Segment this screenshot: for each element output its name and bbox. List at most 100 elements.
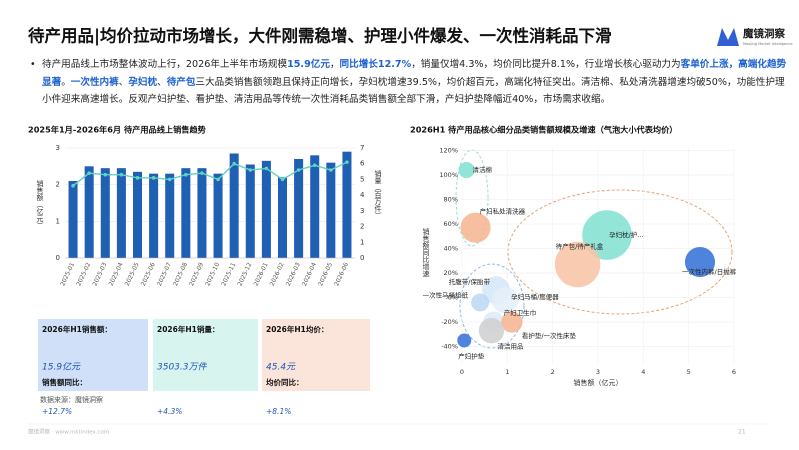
chart-title: 2025年1月-2026年6月 待产用品线上销售趋势 <box>28 125 207 135</box>
bar <box>310 155 320 258</box>
bar <box>342 151 352 258</box>
x-tick-label: 2025-11 <box>220 261 237 287</box>
bubble-label: 产妇卫生巾 <box>504 308 537 317</box>
bubble-label: 孕妇马桶/度便器 <box>511 292 559 301</box>
summary-highlight: 15.9亿元 <box>287 59 330 70</box>
kpi-change-label: 销售额同比： <box>42 377 87 387</box>
summary-highlight: 客单价上涨，高端化趋势显著 <box>42 59 787 88</box>
bubble-label: 看护垫/一次性床垫 <box>522 331 577 340</box>
y-tick-label: 0 <box>56 254 60 262</box>
x-tick-label: 2025-07 <box>156 261 173 287</box>
summary-highlight: 孕妇枕 <box>128 76 158 88</box>
kpi-value: 15.9亿元 <box>42 362 81 373</box>
kpi-card <box>153 319 258 391</box>
y2-tick-label: 0 <box>360 254 364 262</box>
line-point <box>264 166 269 171</box>
line-point <box>345 160 349 164</box>
bar <box>294 159 304 258</box>
line-point <box>216 177 220 182</box>
data-source: 数据来源：魔镜洞察 <box>40 395 103 404</box>
x-tick-label: 2026-04 <box>301 261 318 287</box>
line-point <box>248 168 253 172</box>
bubble-label: 托腹带/保胎带 <box>449 277 491 286</box>
x-tick-label: 4 <box>641 368 645 376</box>
bubble <box>582 210 632 260</box>
summary-text: 、 <box>118 76 129 88</box>
bubble-label: 一次性内裤/日抛裤 <box>682 267 737 276</box>
line-point <box>87 171 91 175</box>
y-tick-label: 120% <box>439 146 458 154</box>
y-axis-label: 销售额同比增速 <box>422 227 430 278</box>
footer-site: 魔镜洞察 · www.mktindex.com <box>28 428 109 436</box>
bar <box>149 173 159 258</box>
y2-tick-label: 4 <box>360 191 365 199</box>
line-point <box>312 163 317 168</box>
line-point <box>296 168 301 172</box>
bubble <box>478 317 505 344</box>
bubble-label: 清洁用品 <box>497 342 523 351</box>
line-point <box>329 168 333 172</box>
bubble-label: 产妇私处清洗器 <box>480 207 526 216</box>
kpi-change: +4.3% <box>157 407 182 416</box>
bar <box>165 173 175 258</box>
x-tick-label: 2025-10 <box>204 261 221 287</box>
y-tick-label: 80% <box>444 195 458 203</box>
x-tick-label: 2025-06 <box>140 261 157 287</box>
bar <box>245 164 255 258</box>
bar <box>84 166 94 258</box>
x-tick-label: 2025-08 <box>172 261 189 287</box>
x-tick-label: 2025-05 <box>124 261 141 287</box>
y-tick-label: 60% <box>444 220 458 228</box>
y-tick-label: 3 <box>56 144 60 152</box>
summary-text: 、 <box>157 76 167 88</box>
bar <box>213 173 223 258</box>
y-tick-label: 100% <box>439 171 458 179</box>
kpi-value: 3503.3万件 <box>157 362 207 373</box>
summary-highlight: 一次性内裤 <box>70 76 119 88</box>
kpi-title: 2026年H1销量： <box>157 324 219 334</box>
logo-subtitle: Moojing Market Intelligence <box>743 42 793 46</box>
y2-tick-label: 2 <box>360 223 364 231</box>
y-tick-label: 40% <box>444 245 458 253</box>
kpi-title: 2026年H1均价： <box>266 324 328 334</box>
summary-text: ， <box>329 59 340 70</box>
y-tick-label: -20% <box>441 318 458 326</box>
logo-icon <box>717 28 739 46</box>
y-tick-label: -40% <box>441 343 458 351</box>
bubble <box>491 286 519 314</box>
summary-text: 待产用品线上市场整体波动上行，2026年上半年市场规模 <box>42 59 288 70</box>
x-tick-label: 2025-04 <box>108 261 125 287</box>
bar <box>116 168 126 258</box>
bar <box>261 160 271 258</box>
highlight-ellipse <box>459 263 525 349</box>
x-tick-label: 2026-03 <box>285 261 302 287</box>
bar <box>326 162 336 258</box>
summary-text: ，销量仅增4.3%，均价同比提升8.1%，行业增长核心驱动力为 <box>411 59 681 70</box>
x-tick-label: 2026-06 <box>333 261 350 287</box>
y-axis-label: 销售额（亿元） <box>36 179 44 229</box>
bubble <box>471 293 490 312</box>
bar <box>100 168 110 258</box>
y-tick-label: 1 <box>56 217 60 225</box>
line-point <box>135 176 140 180</box>
bubble-label: 待产包/待产礼盒 <box>556 241 604 250</box>
bar <box>277 177 288 258</box>
x-tick-label: 2026-02 <box>269 261 286 287</box>
line-point <box>119 172 124 177</box>
kpi-card <box>262 319 370 391</box>
y2-tick-label: 3 <box>360 207 364 215</box>
page-number: 21 <box>738 429 746 436</box>
kpi-change: +8.1% <box>266 407 291 416</box>
y2-tick-label: 1 <box>360 238 364 246</box>
line <box>72 161 348 187</box>
kpi-title: 2026年H1销售额： <box>42 324 112 334</box>
x-tick-label: 6 <box>732 368 736 376</box>
y2-tick-label: 7 <box>360 144 364 152</box>
x-tick-label: 5 <box>687 368 691 376</box>
bubble-label: 孕妇枕/护… <box>609 230 644 239</box>
kpi-card <box>38 319 148 391</box>
line-point <box>71 183 75 188</box>
kpi-change-label: 均价同比： <box>266 377 304 387</box>
